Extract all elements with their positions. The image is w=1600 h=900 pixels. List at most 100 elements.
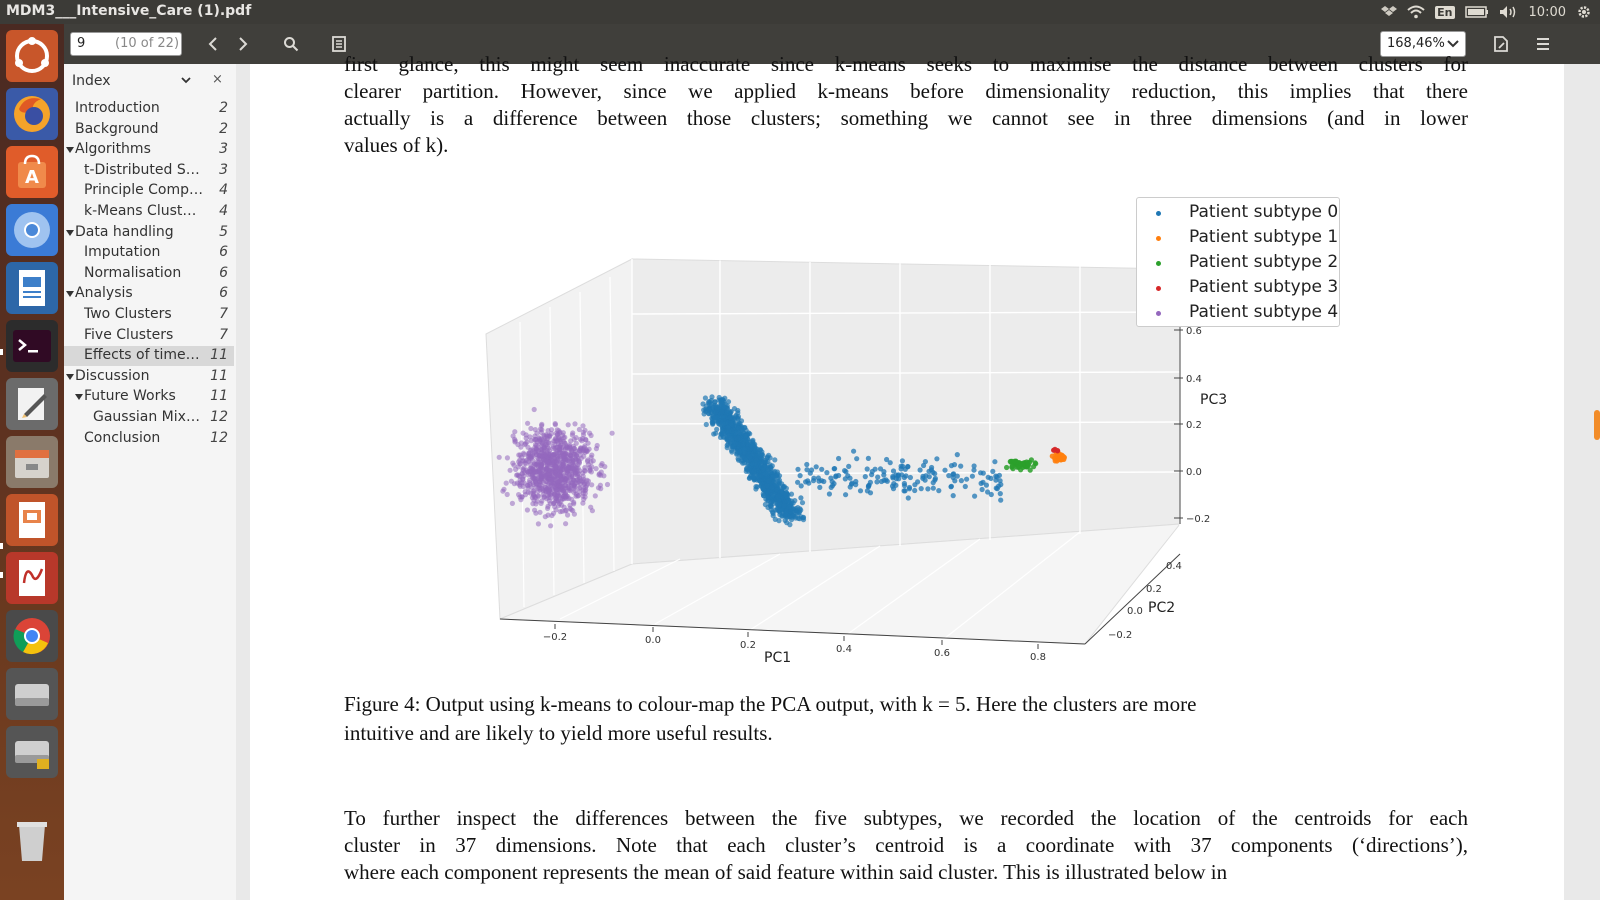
data-point xyxy=(988,475,994,481)
trash-icon[interactable] xyxy=(6,814,58,866)
data-point xyxy=(602,464,608,470)
data-point xyxy=(556,471,562,478)
paragraph-top: first glance, this might seem inaccurate… xyxy=(344,51,1468,159)
outline-item-label: Data handling xyxy=(75,223,174,240)
z-tick-label: 0.4 xyxy=(1186,374,1202,385)
outline-item[interactable]: Discussion 11 xyxy=(64,367,234,387)
data-point xyxy=(747,454,753,460)
terminal-icon[interactable] xyxy=(6,320,58,372)
dropbox-icon[interactable] xyxy=(1381,5,1398,19)
outline-item[interactable]: k-Means Clusteri... 4 xyxy=(64,202,234,222)
outline-item[interactable]: Imputation 6 xyxy=(64,243,234,263)
document-viewer-icon[interactable] xyxy=(6,552,58,604)
ubuntu-logo-icon[interactable] xyxy=(6,30,58,82)
battery-icon[interactable] xyxy=(1464,6,1489,18)
data-point xyxy=(546,498,552,504)
files-icon[interactable] xyxy=(6,436,58,488)
outline-item[interactable]: Five Clusters 7 xyxy=(64,326,234,346)
wifi-icon[interactable] xyxy=(1407,5,1425,19)
sidebar-toggle-button[interactable] xyxy=(326,32,352,56)
expander-triangle-icon[interactable] xyxy=(66,229,74,236)
zoom-select[interactable]: 168,46% xyxy=(1380,31,1466,57)
expander-triangle-icon[interactable] xyxy=(66,291,74,298)
data-point xyxy=(799,500,806,506)
expander-triangle-icon[interactable] xyxy=(75,394,83,401)
data-point xyxy=(548,477,554,483)
disk-drive-icon[interactable] xyxy=(6,668,58,720)
data-point xyxy=(912,482,918,488)
data-point xyxy=(912,487,918,494)
data-point xyxy=(545,489,551,495)
chrome-icon[interactable] xyxy=(6,610,58,662)
chevron-down-icon[interactable] xyxy=(180,74,192,86)
outline-item[interactable]: Data handling 5 xyxy=(64,223,234,243)
data-point xyxy=(762,501,768,508)
data-point xyxy=(557,450,563,456)
sidebar-header: Index × xyxy=(64,64,236,98)
search-button[interactable] xyxy=(278,32,304,56)
z-tick-label: 0.0 xyxy=(1186,467,1202,478)
annotate-button[interactable] xyxy=(1488,32,1514,56)
outline-item[interactable]: Background 2 xyxy=(64,120,234,140)
writer-icon[interactable] xyxy=(6,262,58,314)
data-point xyxy=(534,452,540,458)
outline-item[interactable]: Future Works 11 xyxy=(64,387,234,407)
data-point xyxy=(518,444,524,450)
data-point xyxy=(980,470,986,476)
data-point xyxy=(782,499,788,505)
previous-page-button[interactable] xyxy=(200,32,226,56)
data-point xyxy=(595,485,602,491)
encrypted-drive-icon[interactable] xyxy=(6,726,58,778)
chromium-icon[interactable] xyxy=(6,204,58,256)
outline-item[interactable]: Analysis 6 xyxy=(64,284,234,304)
data-point xyxy=(804,461,810,468)
outline-item[interactable]: Introduction 2 xyxy=(64,99,234,119)
data-point xyxy=(509,500,515,506)
outline-item[interactable]: Principle Compo... 4 xyxy=(64,181,234,201)
outline-item[interactable]: Effects of time li... 11 xyxy=(64,346,234,367)
outline-item[interactable]: Conclusion 12 xyxy=(64,429,234,449)
data-point xyxy=(504,491,510,498)
data-point xyxy=(572,451,578,457)
outline-item[interactable]: Gaussian Mixt... 12 xyxy=(64,408,234,428)
data-point xyxy=(918,486,924,492)
text-editor-icon[interactable] xyxy=(6,378,58,430)
data-point xyxy=(581,485,587,492)
volume-icon[interactable] xyxy=(1499,5,1519,19)
data-point xyxy=(877,466,884,472)
data-point xyxy=(725,437,731,443)
data-point xyxy=(554,459,560,465)
firefox-icon[interactable] xyxy=(6,88,58,140)
data-point xyxy=(952,478,958,484)
page-count-label: (10 of 22) xyxy=(115,36,180,51)
sidebar-mode-label[interactable]: Index xyxy=(72,73,111,89)
grid-line xyxy=(939,531,1081,643)
data-point xyxy=(997,491,1003,497)
outline-item[interactable]: t-Distributed St... 3 xyxy=(64,161,234,181)
legend-marker xyxy=(1156,261,1161,266)
expander-triangle-icon[interactable] xyxy=(66,373,74,380)
clock[interactable]: 10:00 xyxy=(1528,4,1566,20)
data-point xyxy=(1004,464,1010,471)
keyboard-layout-indicator[interactable]: En xyxy=(1435,5,1455,19)
x-axis-title: PC1 xyxy=(764,650,791,666)
data-point xyxy=(567,476,573,482)
data-point xyxy=(731,406,738,412)
outline-item[interactable]: Algorithms 3 xyxy=(64,140,234,160)
data-point xyxy=(1028,457,1034,463)
outline-item[interactable]: Normalisation 6 xyxy=(64,264,234,284)
close-icon[interactable]: × xyxy=(212,72,223,87)
page-number-field[interactable]: 9 (10 of 22) xyxy=(70,32,182,56)
data-point xyxy=(533,501,539,507)
expander-triangle-icon[interactable] xyxy=(66,147,74,154)
data-point xyxy=(798,483,804,489)
settings-gear-icon[interactable] xyxy=(1576,4,1592,20)
next-page-button[interactable] xyxy=(230,32,256,56)
data-point xyxy=(990,468,996,474)
menu-button[interactable] xyxy=(1530,32,1556,56)
outline-item[interactable]: Two Clusters 7 xyxy=(64,305,234,325)
software-center-icon[interactable]: A xyxy=(6,146,58,198)
scroll-indicator[interactable] xyxy=(1594,410,1600,440)
data-point xyxy=(766,494,772,500)
impress-icon[interactable] xyxy=(6,494,58,546)
